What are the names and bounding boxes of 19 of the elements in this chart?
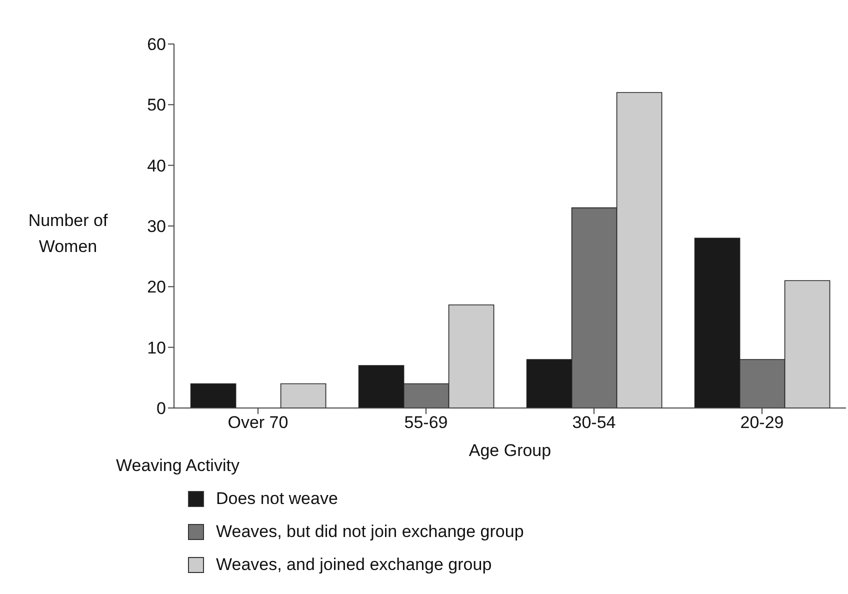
legend-label: Does not weave <box>216 488 338 508</box>
x-tick-label: 20-29 <box>740 413 784 432</box>
y-tick-label: 50 <box>147 96 166 115</box>
legend-title: Weaving Activity <box>116 456 240 475</box>
y-tick-label: 60 <box>147 35 166 54</box>
x-tick-label: 55-69 <box>404 413 448 432</box>
legend-label: Weaves, but did not join exchange group <box>216 522 524 542</box>
y-tick-label: 20 <box>147 278 166 297</box>
legend-label: Weaves, and joined exchange group <box>216 554 492 574</box>
y-tick-label: 10 <box>147 338 166 358</box>
x-axis-title: Age Group <box>468 441 552 460</box>
bar <box>280 383 326 408</box>
y-tick-label: 40 <box>147 156 166 176</box>
bar <box>190 383 236 408</box>
y-tick-label: 0 <box>156 399 166 418</box>
y-tick-label: 30 <box>147 217 166 236</box>
y-axis-title: Number of Women <box>27 210 109 258</box>
x-tick-label: 30-54 <box>572 413 616 432</box>
x-tick-label: Over 70 <box>228 413 288 432</box>
